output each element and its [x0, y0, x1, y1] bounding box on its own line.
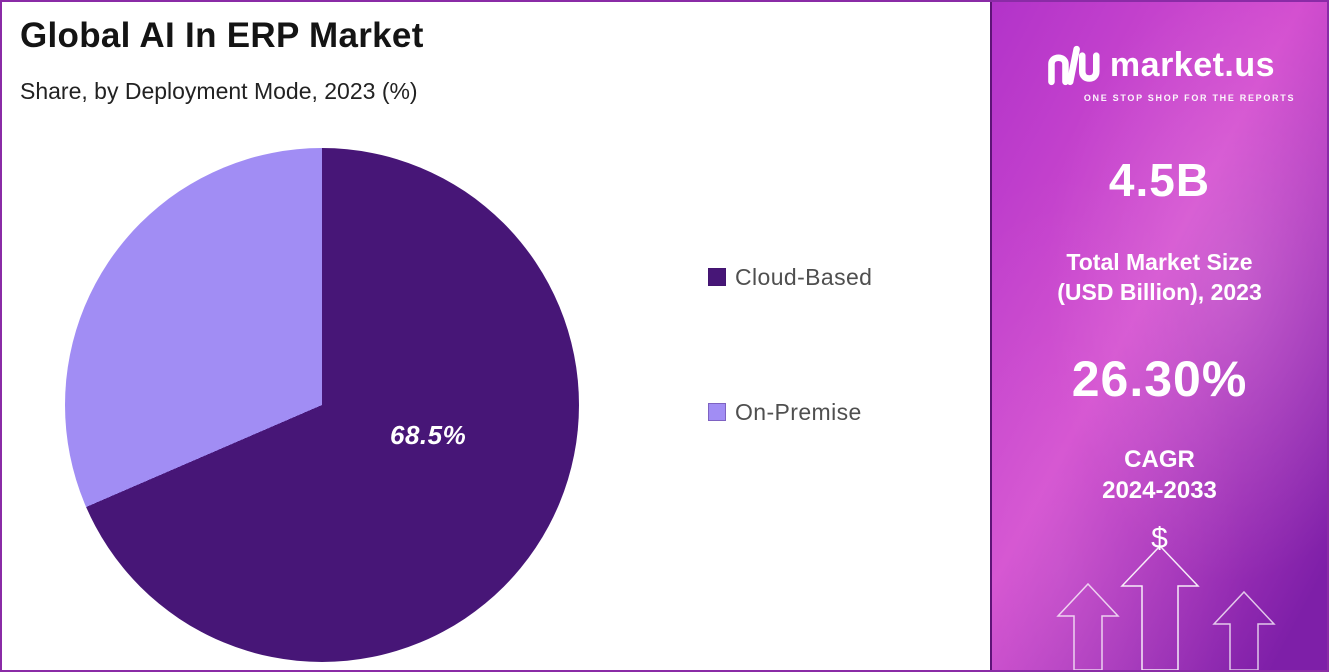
brand-logo: market.us ONE STOP SHOP FOR THE REPORTS	[1024, 42, 1295, 103]
brand-tagline: ONE STOP SHOP FOR THE REPORTS	[1083, 93, 1296, 103]
pie-slice-label: 68.5%	[390, 420, 467, 450]
legend-swatch-on-premise	[708, 403, 726, 421]
market-us-logo-icon	[1048, 45, 1100, 86]
pie-chart	[65, 148, 579, 662]
chart-legend: Cloud-Based On-Premise	[708, 263, 872, 426]
legend-label-cloud-based: Cloud-Based	[735, 263, 873, 290]
cagr-value: 26.30%	[1071, 350, 1248, 407]
page-title: Global AI In ERP Market	[20, 16, 424, 55]
brand-name: market.us	[1109, 45, 1276, 84]
market-size-value: 4.5B	[1108, 154, 1211, 206]
market-size-label: Total Market Size (USD Billion), 2023	[1057, 249, 1262, 306]
legend-label-on-premise: On-Premise	[735, 398, 862, 425]
page-subtitle: Share, by Deployment Mode, 2023 (%)	[20, 78, 418, 104]
legend-swatch-cloud-based	[708, 268, 726, 286]
chart-panel: Global AI In ERP Market Share, by Deploy…	[2, 2, 990, 670]
cagr-label: CAGR 2024-2033	[1102, 445, 1217, 504]
legend-item-cloud-based: Cloud-Based	[708, 263, 872, 291]
growth-arrows-icon	[1056, 544, 1276, 670]
dollar-icon: $	[1151, 522, 1168, 556]
legend-item-on-premise: On-Premise	[708, 398, 872, 426]
sidebar: market.us ONE STOP SHOP FOR THE REPORTS …	[990, 2, 1327, 670]
